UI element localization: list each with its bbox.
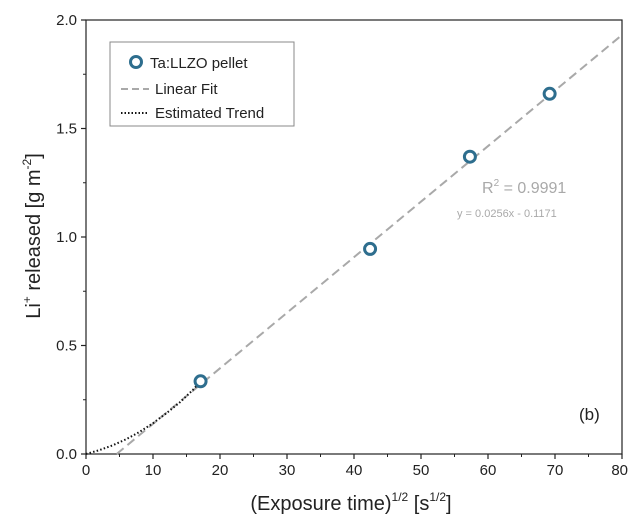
legend-label-ta-llzo: Ta:LLZO pellet [150, 55, 248, 72]
y-axis-title: Li+ released [g m-2] [20, 153, 45, 319]
panel-label: (b) [579, 405, 600, 424]
x-tick-label: 50 [413, 462, 430, 479]
legend: Ta:LLZO pellet Linear Fit Estimated Tren… [109, 41, 295, 127]
x-axis-title-sup: 1/2 [392, 490, 409, 504]
legend-box [109, 41, 295, 127]
x-tick-label: 80 [611, 462, 628, 479]
legend-label-linear-fit: Linear Fit [155, 81, 218, 98]
x-axis-title-close: ] [446, 493, 452, 515]
r2-prefix: R [482, 180, 494, 197]
y-tick-label: 2.0 [56, 12, 77, 29]
y-tick-label: 0.5 [56, 338, 77, 355]
data-point-ta-llzo [462, 149, 477, 164]
x-tick-label: 0 [82, 462, 90, 479]
y-axis-title-close: ] [23, 153, 45, 159]
estimated-trend-line [85, 380, 202, 455]
legend-marker-ta-llzo [129, 55, 143, 69]
data-point-ta-llzo [363, 241, 378, 256]
fit-equation: y = 0.0256x - 0.1171 [457, 208, 557, 220]
x-axis-title-unit-sup: 1/2 [429, 490, 446, 504]
x-axis-title-unit: [s [408, 493, 429, 515]
y-axis-title-pre: Li [23, 303, 45, 319]
y-axis-title-pre-sup: + [20, 296, 34, 303]
series-layer [85, 34, 623, 455]
x-tick-label: 60 [480, 462, 497, 479]
y-tick-label: 1.5 [56, 121, 77, 138]
y-axis-title-mid: released [g m [23, 169, 45, 296]
data-point-ta-llzo [542, 86, 557, 101]
x-tick-label: 30 [279, 462, 296, 479]
r2-value: = 0.9991 [499, 180, 566, 197]
axis-ticks: 0 10 20 30 40 50 60 70 80 0.0 0.5 1.0 1.5 2.0 [56, 12, 628, 479]
legend-label-estimated-trend: Estimated Trend [155, 105, 264, 122]
y-tick-label: 0.0 [56, 446, 77, 463]
y-tick-label: 1.0 [56, 229, 77, 246]
data-point-ta-llzo [193, 374, 208, 389]
x-tick-label: 70 [547, 462, 564, 479]
x-axis-title-base: (Exposure time) [250, 493, 391, 515]
r2-superscript: 2 [494, 178, 500, 189]
x-tick-label: 10 [145, 462, 162, 479]
x-tick-label: 20 [212, 462, 229, 479]
x-axis-title: (Exposure time)1/2 [s1/2] [250, 490, 451, 515]
x-tick-label: 40 [346, 462, 363, 479]
y-axis-title-mid-sup: -2 [20, 158, 34, 169]
r2-annotation: R2 = 0.9991 [482, 178, 566, 197]
